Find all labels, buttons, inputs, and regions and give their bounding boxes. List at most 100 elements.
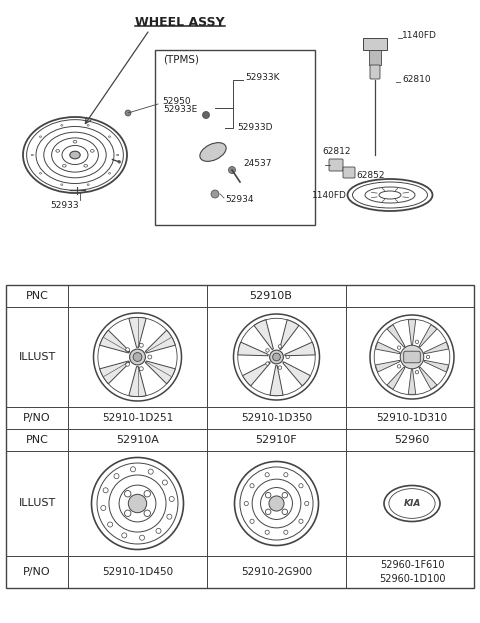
Text: 52934: 52934 (225, 196, 253, 204)
Circle shape (284, 473, 288, 477)
Circle shape (282, 509, 288, 515)
Circle shape (250, 483, 254, 488)
Polygon shape (129, 366, 146, 397)
Text: 52960-1F610
52960-1D100: 52960-1F610 52960-1D100 (379, 561, 445, 584)
Ellipse shape (73, 140, 77, 143)
Text: 52910-1D350: 52910-1D350 (241, 413, 312, 423)
Polygon shape (375, 360, 400, 372)
Text: 52950: 52950 (162, 98, 191, 107)
Polygon shape (424, 360, 448, 372)
Circle shape (140, 535, 144, 540)
Polygon shape (375, 342, 400, 354)
Circle shape (139, 367, 144, 371)
Circle shape (114, 473, 119, 478)
Circle shape (162, 480, 168, 485)
Text: ILLUST: ILLUST (18, 498, 56, 508)
Text: 52910F: 52910F (256, 435, 297, 445)
Text: P/NO: P/NO (23, 413, 51, 423)
Circle shape (265, 530, 269, 535)
Polygon shape (387, 367, 405, 389)
Ellipse shape (84, 164, 87, 167)
Ellipse shape (70, 151, 80, 159)
Text: 52910-1D310: 52910-1D310 (376, 413, 447, 423)
Text: 1140FD: 1140FD (312, 191, 347, 199)
Circle shape (278, 366, 282, 369)
Polygon shape (387, 325, 405, 347)
Circle shape (167, 514, 172, 519)
Text: 52933D: 52933D (237, 123, 273, 133)
Circle shape (130, 349, 145, 365)
Circle shape (265, 473, 269, 477)
Ellipse shape (117, 155, 119, 156)
Circle shape (128, 494, 147, 513)
Ellipse shape (200, 143, 226, 161)
Circle shape (270, 350, 283, 364)
Circle shape (266, 349, 269, 352)
Bar (6, 285, 474, 588)
Polygon shape (285, 342, 315, 356)
Ellipse shape (56, 150, 60, 152)
Ellipse shape (39, 136, 42, 138)
FancyBboxPatch shape (329, 159, 343, 171)
Polygon shape (145, 330, 175, 353)
Polygon shape (100, 330, 130, 353)
Circle shape (133, 353, 142, 361)
Text: 52910-1D251: 52910-1D251 (102, 413, 173, 423)
Circle shape (282, 492, 288, 498)
Polygon shape (238, 342, 268, 356)
Circle shape (273, 353, 280, 361)
Circle shape (397, 364, 401, 368)
Ellipse shape (61, 125, 63, 126)
Circle shape (269, 496, 284, 511)
Circle shape (144, 490, 150, 497)
Circle shape (250, 519, 254, 523)
Circle shape (139, 343, 144, 347)
Circle shape (101, 505, 106, 510)
Ellipse shape (87, 184, 89, 186)
Circle shape (169, 497, 174, 502)
Circle shape (148, 469, 153, 474)
Ellipse shape (108, 136, 110, 138)
FancyBboxPatch shape (370, 65, 380, 79)
Text: 62852: 62852 (356, 171, 384, 179)
Circle shape (265, 509, 271, 515)
Polygon shape (419, 325, 437, 347)
Text: ILLUST: ILLUST (18, 352, 56, 362)
FancyBboxPatch shape (343, 167, 355, 178)
Text: 62810: 62810 (402, 75, 431, 85)
Text: (TPMS): (TPMS) (163, 55, 199, 65)
Circle shape (108, 522, 113, 527)
Polygon shape (408, 369, 416, 394)
Text: 24537: 24537 (243, 158, 272, 168)
Text: 52910B: 52910B (250, 291, 292, 301)
Circle shape (124, 490, 131, 497)
Circle shape (124, 510, 131, 516)
Polygon shape (280, 320, 299, 350)
Polygon shape (270, 366, 283, 396)
Text: 1140FD: 1140FD (402, 31, 437, 39)
Circle shape (118, 161, 120, 163)
Polygon shape (145, 361, 175, 384)
Circle shape (426, 355, 430, 359)
Circle shape (131, 467, 135, 472)
Polygon shape (242, 362, 270, 386)
Ellipse shape (61, 184, 63, 186)
Polygon shape (129, 317, 146, 348)
Circle shape (122, 533, 127, 538)
Circle shape (265, 492, 271, 498)
Circle shape (203, 112, 209, 118)
Circle shape (148, 355, 152, 359)
Circle shape (266, 362, 269, 365)
Circle shape (126, 348, 130, 352)
Circle shape (126, 362, 130, 366)
Circle shape (156, 528, 161, 533)
Circle shape (305, 502, 309, 506)
Text: 62812: 62812 (322, 148, 350, 156)
Polygon shape (283, 362, 311, 386)
Text: PNC: PNC (25, 291, 48, 301)
Text: PNC: PNC (25, 435, 48, 445)
Polygon shape (254, 320, 274, 350)
Polygon shape (100, 361, 130, 384)
Circle shape (397, 346, 401, 350)
Text: WHEEL ASSY: WHEEL ASSY (135, 16, 225, 29)
